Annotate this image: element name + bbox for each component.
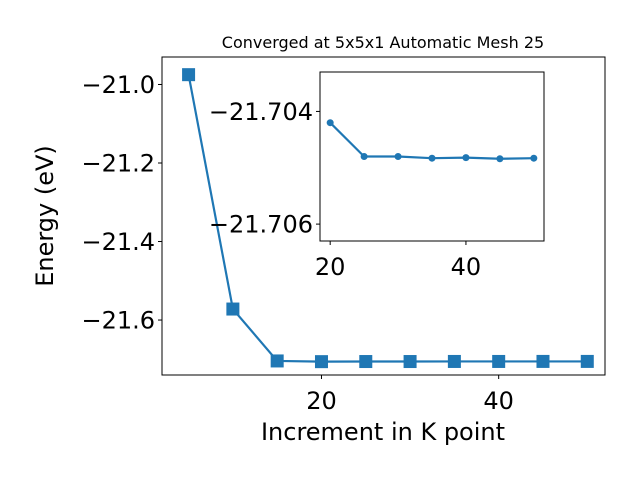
main-data-point [403, 355, 417, 369]
inset-y-tick-label: −21.704 [209, 98, 313, 126]
main-data-point [226, 302, 240, 316]
main-data-point [447, 354, 461, 368]
inset-data-point [428, 154, 436, 162]
main-axes-frame [161, 56, 606, 376]
inset-axes-frame [319, 71, 545, 242]
inset-data-point [462, 154, 470, 162]
main-y-tick-label: −21.2 [81, 150, 155, 178]
inset-data-point [394, 153, 402, 160]
inset-data-point [530, 154, 538, 162]
main-x-tick-label: 40 [483, 387, 514, 415]
main-y-tick-label: −21.0 [81, 71, 155, 99]
main-plot: 20 40 −21.0 −21.2 −21.4 −21.6 [81, 56, 606, 415]
main-x-tick-label: 20 [306, 387, 337, 415]
main-y-tick-label: −21.6 [81, 307, 155, 335]
main-data-point [314, 355, 328, 369]
x-axis-label: Increment in K point [261, 418, 505, 446]
inset-data-point [496, 155, 504, 163]
main-data-point [359, 355, 373, 369]
main-data-point [270, 354, 284, 368]
inset-data-point [326, 119, 334, 127]
y-axis-label: Energy (eV) [31, 145, 59, 287]
inset-plot: 20 40 −21.706 −21.704 [209, 71, 545, 281]
chart-title: Converged at 5x5x1 Automatic Mesh 25 [222, 33, 544, 52]
main-data-point [182, 68, 196, 82]
main-data-point [580, 354, 594, 368]
main-data-point [536, 354, 550, 368]
inset-y-tick-label: −21.706 [209, 211, 313, 239]
main-data-point [492, 354, 506, 368]
inset-x-tick-label: 20 [315, 253, 346, 281]
main-series-line [187, 74, 588, 363]
inset-x-tick-label: 40 [451, 253, 482, 281]
main-y-tick-label: −21.4 [81, 228, 155, 256]
inset-data-point [360, 153, 368, 160]
